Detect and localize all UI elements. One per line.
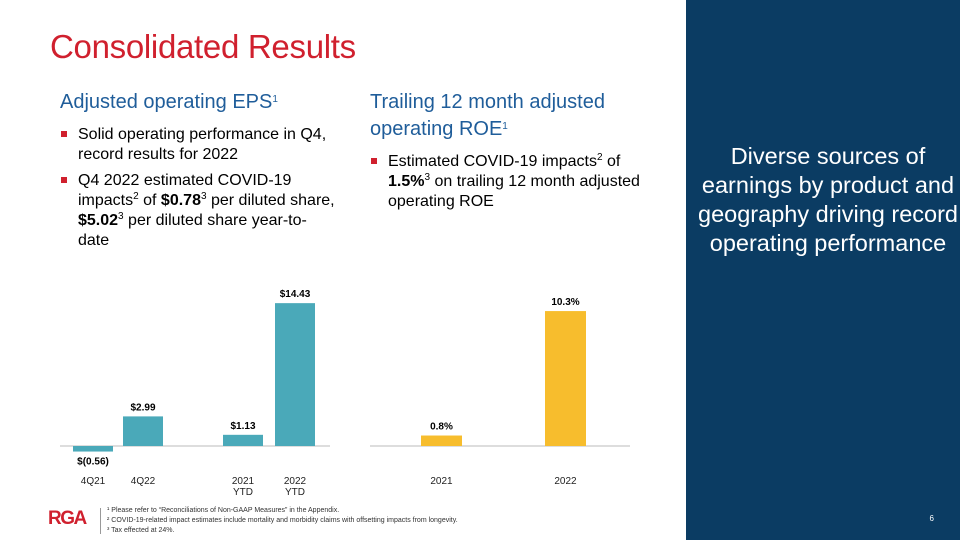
roe-heading: Trailing 12 month adjusted operating ROE… — [370, 91, 605, 140]
category-label: 2022 — [284, 476, 307, 487]
category-label: 4Q22 — [131, 476, 156, 487]
category-label: YTD — [285, 487, 305, 498]
bar — [73, 446, 113, 452]
data-label: $1.13 — [230, 421, 255, 432]
category-label: YTD — [233, 487, 253, 498]
data-label: 0.8% — [430, 422, 453, 433]
eps-bullets: Solid operating performance in Q4, recor… — [60, 125, 335, 257]
bar — [123, 416, 163, 446]
category-label: 4Q21 — [81, 476, 106, 487]
category-label: 2022 — [554, 476, 577, 487]
charts: $(0.56)4Q21$2.994Q22$1.132021YTD$14.4320… — [60, 289, 630, 498]
divider — [100, 508, 101, 534]
eps-heading: Adjusted operating EPS1 — [60, 91, 278, 113]
eps-bullet: Q4 2022 estimated COVID-19 impacts2 of $… — [60, 171, 335, 251]
bar — [545, 311, 586, 446]
bar — [223, 434, 263, 446]
data-label: $2.99 — [130, 402, 155, 413]
side-message: Diverse sources of earnings by product a… — [698, 143, 958, 256]
bar — [421, 435, 462, 446]
category-label: 2021 — [232, 476, 255, 487]
page-number: 6 — [929, 514, 934, 523]
page-title: Consolidated Results — [50, 28, 356, 65]
roe-bullet: Estimated COVID-19 impacts2 of 1.5%3 on … — [370, 152, 640, 212]
bar — [275, 303, 315, 446]
data-label: $14.43 — [280, 289, 311, 300]
side-panel: Diverse sources of earnings by product a… — [686, 0, 960, 540]
footnotes: ¹ Please refer to “Reconciliations of No… — [107, 506, 458, 536]
rga-logo: RGA — [48, 508, 87, 529]
eps-bullet: Solid operating performance in Q4, recor… — [60, 125, 335, 165]
data-label: 10.3% — [551, 297, 579, 308]
category-label: 2021 — [430, 476, 453, 487]
data-label: $(0.56) — [77, 457, 109, 468]
roe-bullets: Estimated COVID-19 impacts2 of 1.5%3 on … — [370, 152, 640, 218]
footnote: ¹ Please refer to “Reconciliations of No… — [107, 507, 340, 514]
footnote: ³ Tax effected at 24%. — [107, 527, 175, 534]
footnote: ² COVID-19-related impact estimates incl… — [107, 517, 458, 524]
